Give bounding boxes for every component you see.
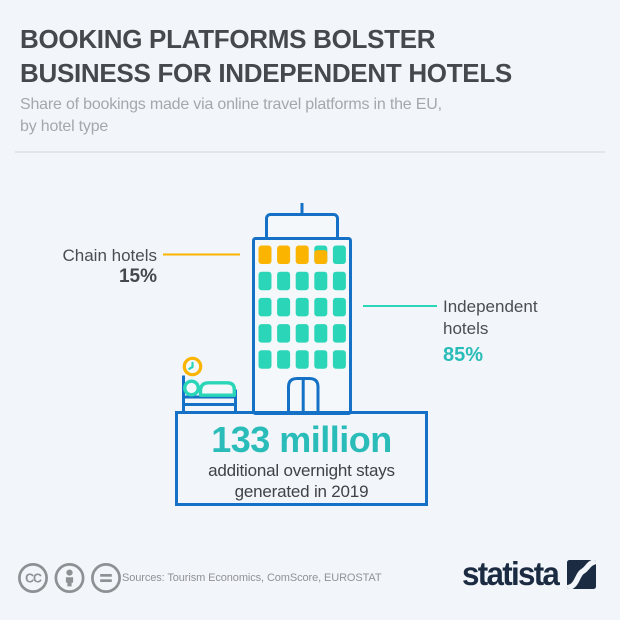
hotel-building-illustration bbox=[163, 203, 437, 415]
chain-hotels-name: Chain hotels bbox=[62, 246, 157, 265]
window bbox=[295, 245, 309, 264]
independent-hotels-name: Independent hotels bbox=[443, 297, 538, 338]
attribution-icon bbox=[54, 563, 85, 593]
window bbox=[314, 297, 328, 317]
callout-box: 133 million additional overnight stays g… bbox=[175, 411, 428, 506]
window bbox=[277, 350, 291, 369]
window bbox=[314, 271, 328, 291]
window bbox=[258, 297, 272, 317]
window bbox=[332, 271, 346, 291]
window bbox=[314, 250, 328, 264]
independent-hotels-value: 85% bbox=[443, 344, 484, 366]
window bbox=[277, 245, 291, 264]
label-independent-hotels: Independent hotels 85% bbox=[443, 296, 553, 367]
equals-icon bbox=[91, 563, 121, 593]
clock-icon bbox=[182, 356, 203, 377]
window bbox=[314, 324, 328, 343]
window bbox=[332, 350, 346, 369]
statista-wordmark: statista bbox=[461, 555, 560, 592]
window bbox=[332, 324, 346, 343]
callout-line1: additional overnight stays bbox=[208, 461, 395, 480]
window bbox=[295, 297, 309, 317]
window bbox=[277, 324, 291, 343]
window bbox=[258, 324, 272, 343]
chain-hotels-value: 15% bbox=[118, 266, 157, 287]
header-divider bbox=[15, 151, 605, 153]
svg-text:CC: CC bbox=[25, 572, 42, 586]
window bbox=[314, 350, 328, 369]
building-windows bbox=[258, 245, 346, 369]
page-title: BOOKING PLATFORMS BOLSTER BUSINESS FOR I… bbox=[20, 24, 512, 88]
page-subtitle: Share of bookings made via online travel… bbox=[20, 96, 442, 135]
bed-icon bbox=[182, 375, 237, 414]
window bbox=[295, 271, 309, 291]
statista-logo-icon bbox=[567, 559, 596, 589]
sources-text: Sources: Tourism Economics, ComScore, EU… bbox=[122, 572, 382, 584]
window bbox=[277, 271, 291, 291]
callout-headline: 133 million bbox=[211, 419, 392, 460]
window bbox=[332, 245, 346, 264]
window bbox=[258, 245, 272, 264]
license-icons: CC bbox=[18, 563, 121, 593]
window bbox=[258, 350, 272, 369]
window bbox=[258, 271, 272, 291]
callout-line2: generated in 2019 bbox=[234, 482, 369, 501]
window bbox=[295, 350, 309, 369]
window bbox=[295, 324, 309, 343]
window bbox=[332, 297, 346, 317]
label-chain-hotels: Chain hotels 15% bbox=[17, 245, 157, 288]
cc-icon: CC bbox=[18, 563, 48, 593]
window bbox=[277, 297, 291, 317]
statista-logo: statista bbox=[457, 556, 596, 592]
